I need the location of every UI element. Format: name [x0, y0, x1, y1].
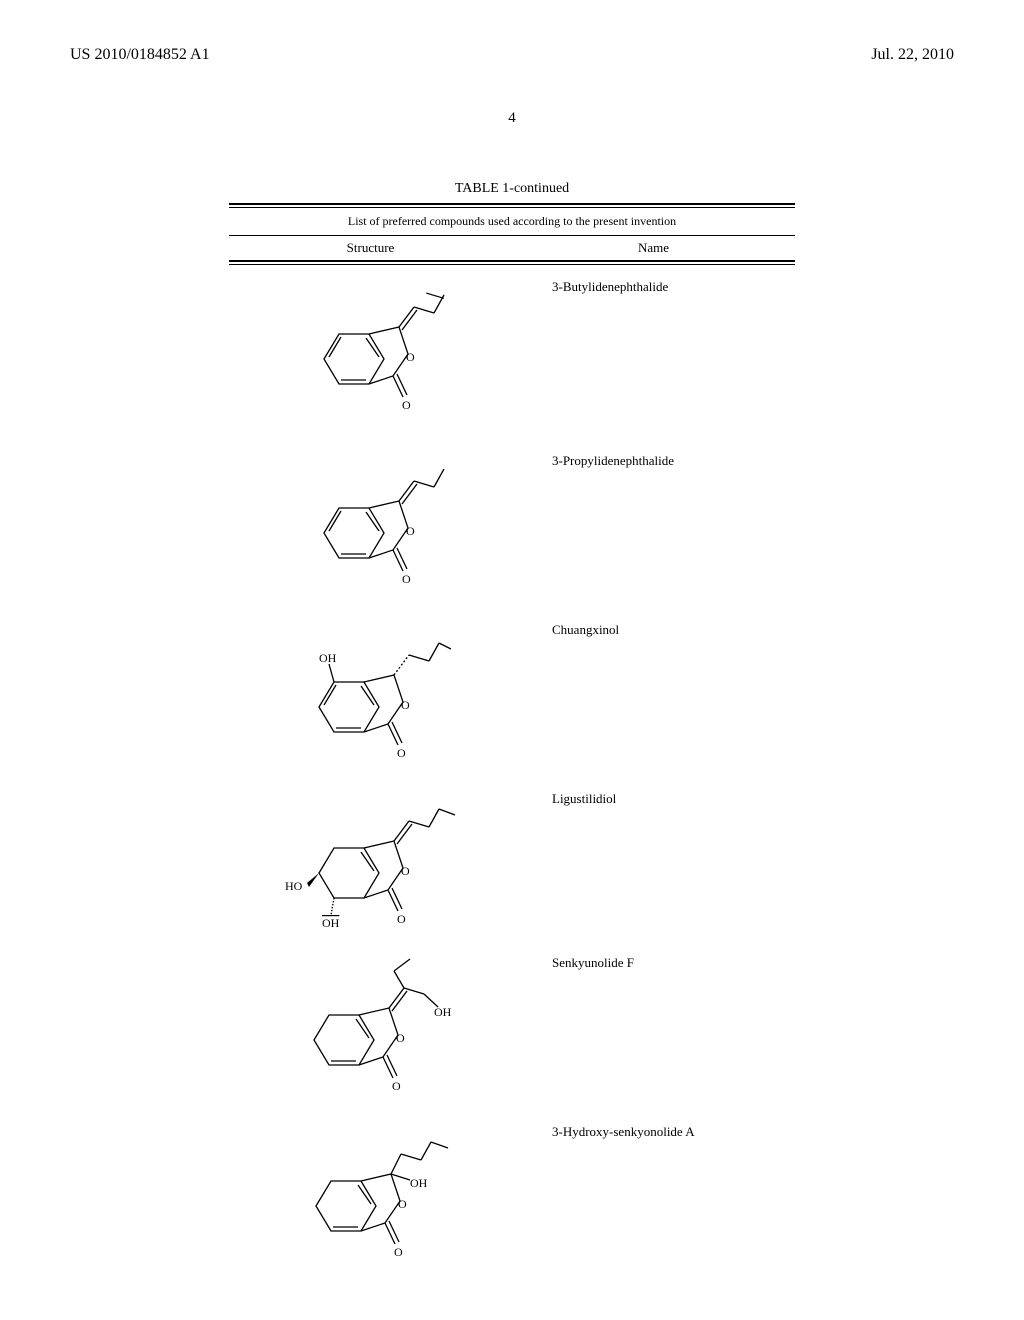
- chem-structure-icon: OH O O: [291, 622, 451, 777]
- table-rule: [229, 207, 795, 208]
- pub-date: Jul. 22, 2010: [871, 46, 954, 64]
- page-header: US 2010/0184852 A1 Jul. 22, 2010: [0, 0, 1024, 74]
- svg-text:O: O: [396, 1031, 405, 1045]
- compound-name: 3-Propylidenephthalide: [512, 453, 795, 469]
- table-rule: [229, 264, 795, 265]
- chem-structure-icon: HO OH O O: [281, 791, 461, 941]
- table-title: TABLE 1-continued: [229, 181, 795, 197]
- svg-text:OH: OH: [410, 1176, 428, 1190]
- chem-structure-icon: O O: [296, 279, 446, 439]
- page-number: 4: [0, 110, 1024, 127]
- col-header-structure: Structure: [229, 240, 512, 256]
- svg-text:OH: OH: [322, 916, 340, 930]
- structure-cell: O O: [229, 279, 512, 439]
- compound-row: HO OH O O Ligustilidiol: [229, 791, 795, 941]
- doc-number: US 2010/0184852 A1: [70, 46, 210, 64]
- compound-row: OH O O Senkyunolide F: [229, 955, 795, 1110]
- compound-row: OH O O Chuangxinol: [229, 622, 795, 777]
- svg-text:OH: OH: [434, 1005, 452, 1019]
- svg-text:OH: OH: [319, 651, 337, 665]
- table-rule: [229, 260, 795, 262]
- svg-text:O: O: [406, 524, 415, 538]
- svg-text:O: O: [392, 1079, 401, 1093]
- compound-row: O O 3-Propylidenephthalide: [229, 453, 795, 608]
- svg-text:HO: HO: [285, 879, 303, 893]
- table-rule: [229, 235, 795, 236]
- svg-text:O: O: [402, 572, 411, 586]
- svg-text:O: O: [397, 912, 406, 926]
- svg-text:O: O: [398, 1197, 407, 1211]
- structure-cell: HO OH O O: [229, 791, 512, 941]
- col-header-name: Name: [512, 240, 795, 256]
- compound-name: Chuangxinol: [512, 622, 795, 638]
- compound-table: TABLE 1-continued List of preferred comp…: [229, 181, 795, 1274]
- svg-text:O: O: [402, 398, 411, 412]
- compound-name: 3-Butylidenephthalide: [512, 279, 795, 295]
- table-header-row: Structure Name: [229, 240, 795, 256]
- compound-name: Senkyunolide F: [512, 955, 795, 971]
- chem-structure-icon: O O: [296, 453, 446, 608]
- svg-text:O: O: [401, 698, 410, 712]
- svg-text:O: O: [401, 864, 410, 878]
- table-caption: List of preferred compounds used accordi…: [229, 214, 795, 229]
- svg-text:O: O: [406, 350, 415, 364]
- chem-structure-icon: OH O O: [288, 1124, 453, 1274]
- chem-structure-icon: OH O O: [286, 955, 456, 1110]
- structure-cell: OH O O: [229, 1124, 512, 1274]
- svg-text:O: O: [397, 746, 406, 760]
- compound-row: O O 3-Butylidenephthalide: [229, 279, 795, 439]
- compound-name: 3-Hydroxy-senkyonolide A: [512, 1124, 795, 1140]
- compound-row: OH O O 3-Hydroxy-senkyonolide A: [229, 1124, 795, 1274]
- structure-cell: O O: [229, 453, 512, 608]
- table-rule: [229, 203, 795, 205]
- structure-cell: OH O O: [229, 622, 512, 777]
- compound-name: Ligustilidiol: [512, 791, 795, 807]
- structure-cell: OH O O: [229, 955, 512, 1110]
- svg-text:O: O: [394, 1245, 403, 1259]
